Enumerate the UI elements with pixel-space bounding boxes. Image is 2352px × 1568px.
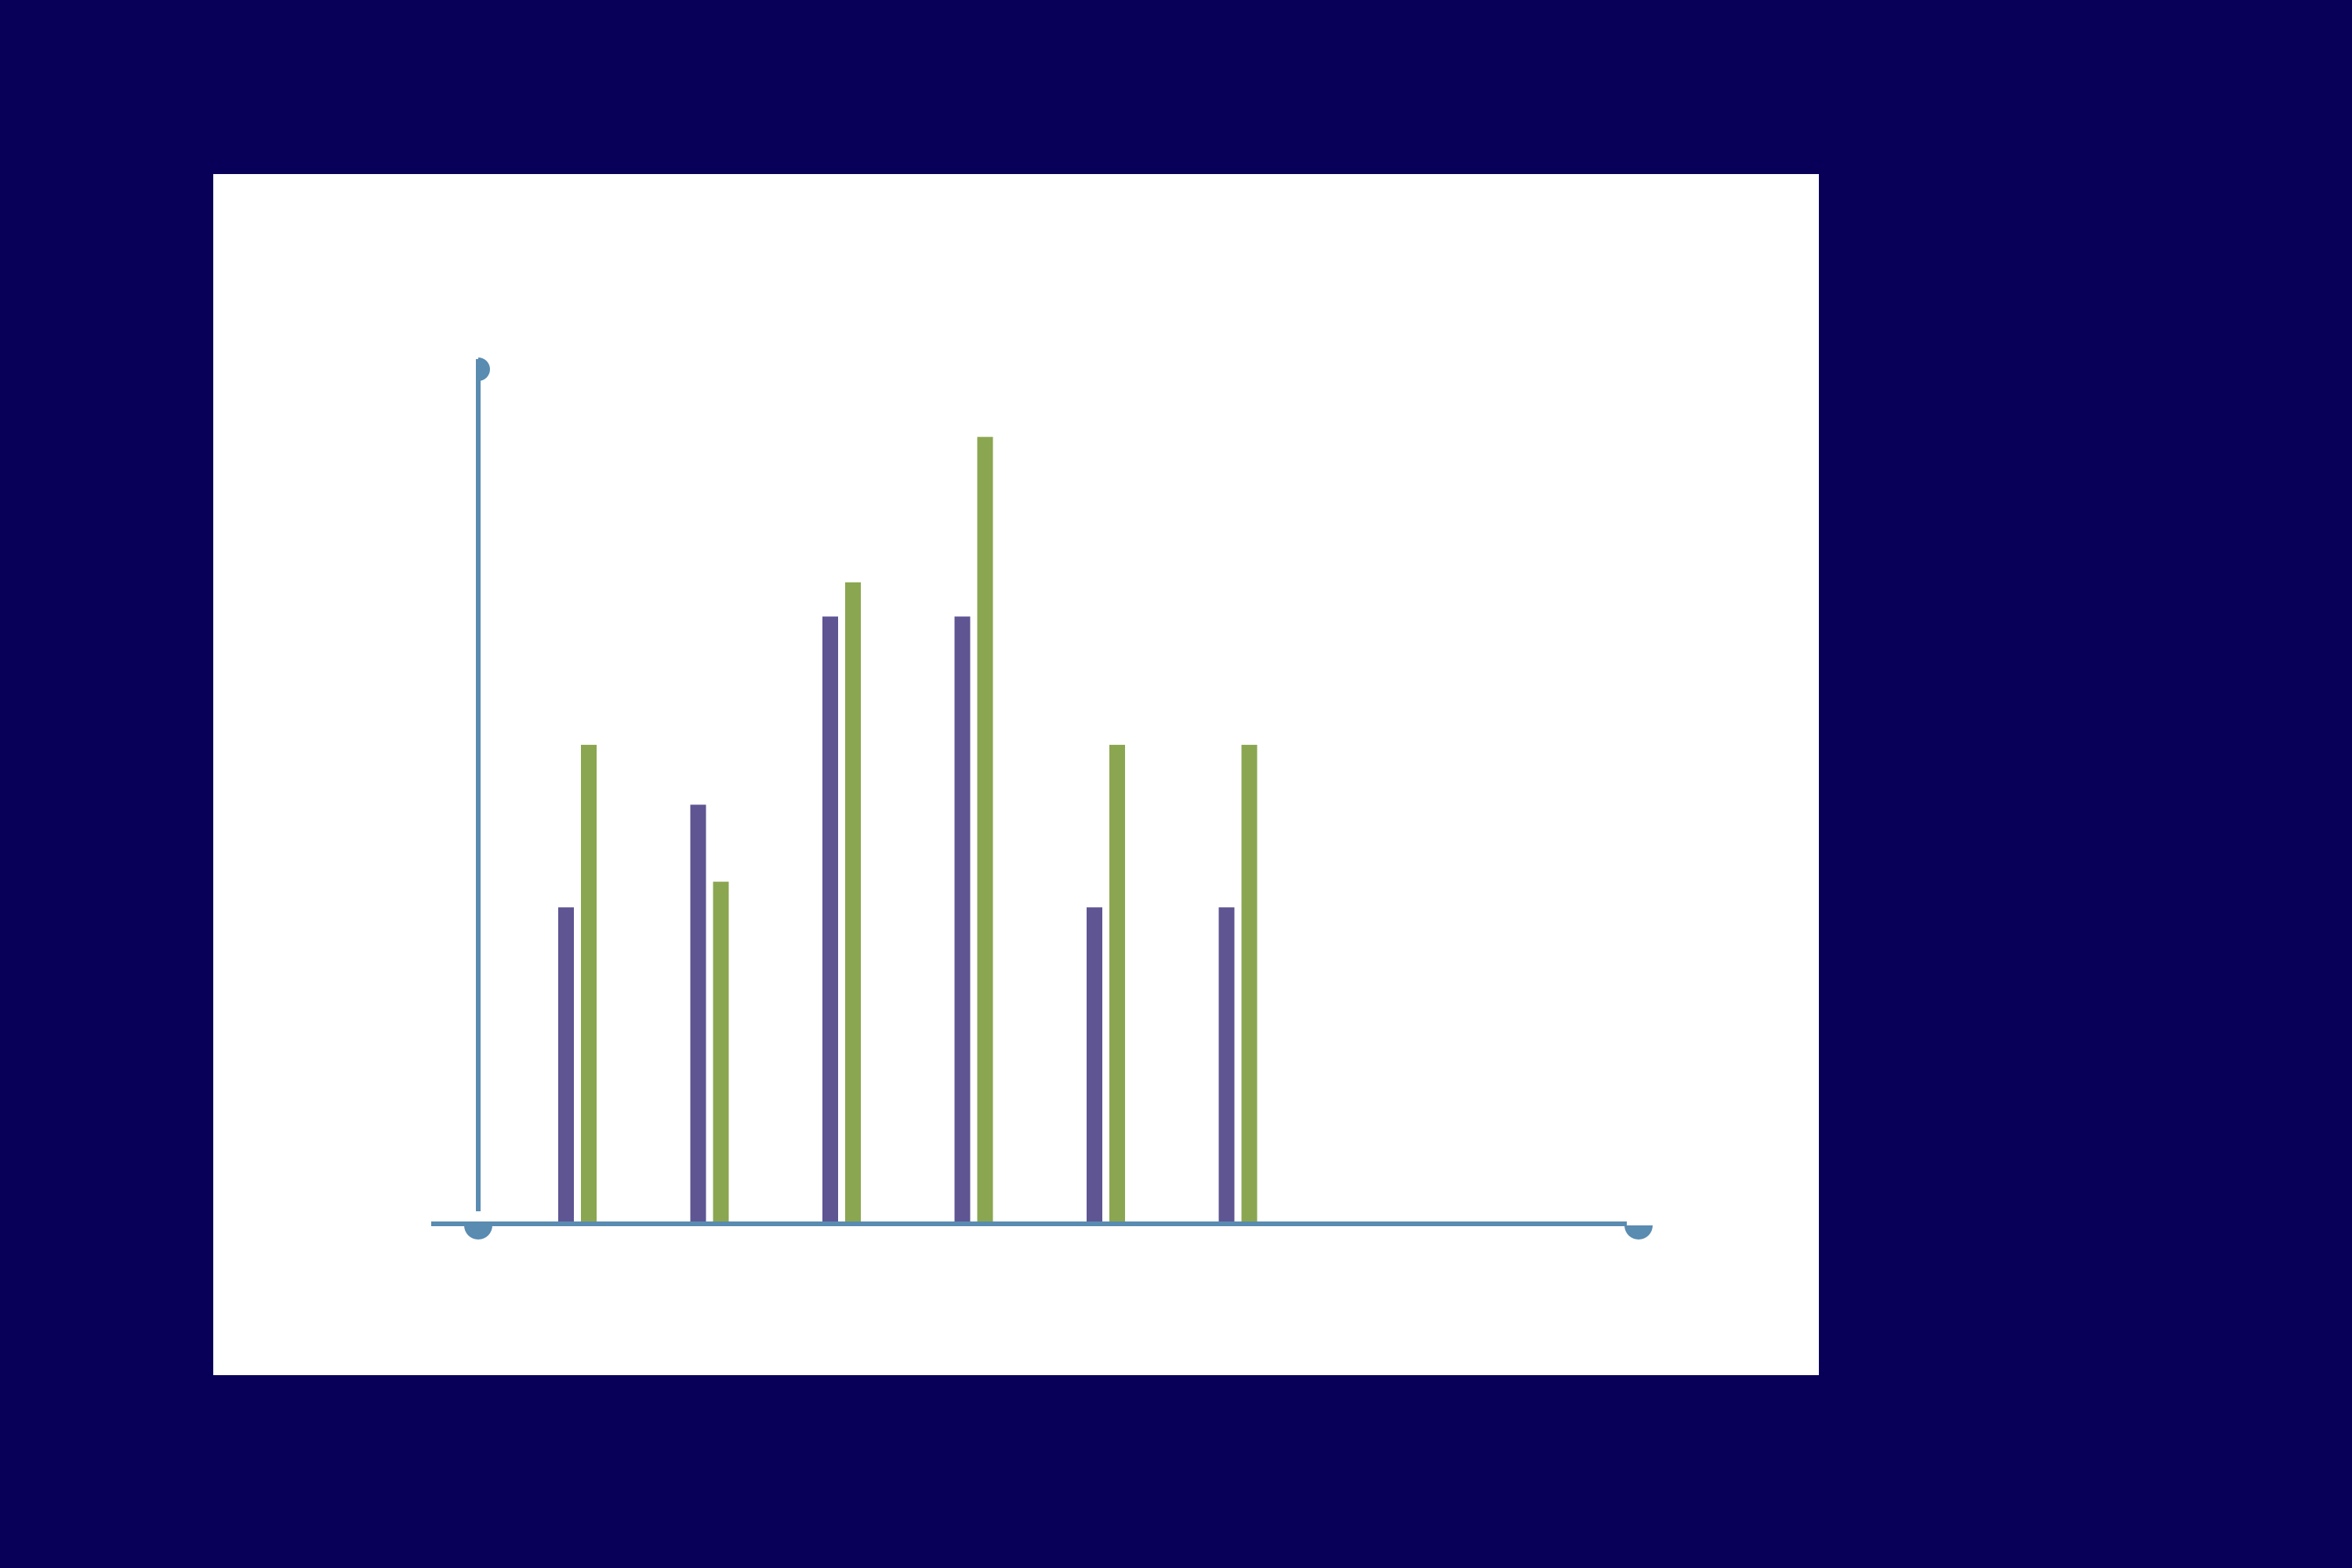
bar-series2-group3 [845, 582, 861, 1224]
bar-series1-group2 [690, 804, 706, 1224]
bar-series1-group5 [1087, 907, 1102, 1224]
x-axis-end-cap [1624, 1225, 1653, 1240]
origin-end-cap [464, 1225, 492, 1240]
y-axis-end-cap [478, 358, 490, 381]
bars-layer [558, 437, 1258, 1224]
bar-series1-group6 [1218, 907, 1235, 1224]
bar-series2-group5 [1109, 745, 1125, 1224]
bar-series2-group2 [713, 881, 729, 1224]
bar-series1-group3 [822, 616, 838, 1224]
axes-layer [431, 358, 1653, 1240]
bar-series2-group1 [581, 745, 597, 1224]
bar-series1-group4 [954, 616, 971, 1224]
bar-series2-group6 [1241, 745, 1258, 1224]
bar-series1-group1 [558, 907, 574, 1224]
bar-series2-group4 [977, 437, 993, 1224]
